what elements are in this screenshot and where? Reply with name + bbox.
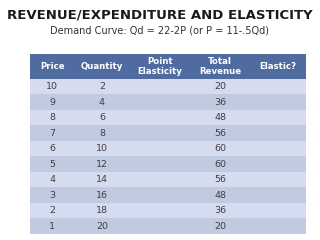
Text: 20: 20 [214,82,226,91]
Bar [30,110,75,125]
Bar [75,54,130,79]
Bar [251,203,306,218]
Bar [130,79,190,94]
Bar [75,187,130,203]
Text: 7: 7 [49,129,55,138]
Bar [30,218,75,234]
Bar [30,79,75,94]
Bar [130,203,190,218]
Bar [30,141,75,156]
Bar [190,125,251,141]
Text: 4: 4 [99,98,105,107]
Bar [190,54,251,79]
Bar [30,203,75,218]
Bar [75,110,130,125]
Text: 12: 12 [96,160,108,169]
Bar [190,172,251,187]
Bar [251,141,306,156]
Bar [130,141,190,156]
Text: 5: 5 [49,160,55,169]
Bar [130,172,190,187]
Bar [190,156,251,172]
Bar [251,156,306,172]
Text: 1: 1 [49,222,55,231]
Text: 20: 20 [214,222,226,231]
Text: 16: 16 [96,191,108,200]
Text: 3: 3 [49,191,55,200]
Text: 48: 48 [214,113,226,122]
Text: Total
Revenue: Total Revenue [199,57,241,76]
Bar [75,94,130,110]
Bar [75,218,130,234]
Text: 56: 56 [214,129,226,138]
Bar [251,218,306,234]
Bar [75,79,130,94]
Bar [30,54,75,79]
Text: 14: 14 [96,175,108,184]
Text: 2: 2 [49,206,55,215]
Bar [251,172,306,187]
Bar [251,110,306,125]
Text: 10: 10 [46,82,59,91]
Text: 9: 9 [49,98,55,107]
Bar [130,54,190,79]
Bar [190,187,251,203]
Bar [75,141,130,156]
Bar [30,187,75,203]
Bar [190,79,251,94]
Bar [190,218,251,234]
Bar [251,54,306,79]
Bar [190,203,251,218]
Bar [190,110,251,125]
Text: 2: 2 [99,82,105,91]
Bar [30,125,75,141]
Text: Elastic?: Elastic? [260,62,297,71]
Bar [251,79,306,94]
Text: 56: 56 [214,175,226,184]
Bar [30,156,75,172]
Text: 10: 10 [96,144,108,153]
Text: REVENUE/EXPENDITURE AND ELASTICITY: REVENUE/EXPENDITURE AND ELASTICITY [7,8,313,21]
Text: 60: 60 [214,160,226,169]
Text: 48: 48 [214,191,226,200]
Bar [190,94,251,110]
Bar [251,187,306,203]
Bar [30,94,75,110]
Text: 18: 18 [96,206,108,215]
Text: 36: 36 [214,98,226,107]
Text: 8: 8 [49,113,55,122]
Text: Price: Price [40,62,65,71]
Text: 6: 6 [49,144,55,153]
Bar [30,172,75,187]
Bar [190,141,251,156]
Bar [75,156,130,172]
Text: 4: 4 [49,175,55,184]
Text: 36: 36 [214,206,226,215]
Text: 60: 60 [214,144,226,153]
Text: Quantity: Quantity [81,62,123,71]
Bar [130,187,190,203]
Bar [251,94,306,110]
Bar [75,125,130,141]
Bar [130,125,190,141]
Bar [130,110,190,125]
Text: Point
Elasticity: Point Elasticity [137,57,182,76]
Bar [75,172,130,187]
Text: 6: 6 [99,113,105,122]
Bar [75,203,130,218]
Bar [130,94,190,110]
Bar [130,156,190,172]
Text: 20: 20 [96,222,108,231]
Text: 8: 8 [99,129,105,138]
Bar [251,125,306,141]
Text: Demand Curve: Qd = 22-2P (or P = 11-.5Qd): Demand Curve: Qd = 22-2P (or P = 11-.5Qd… [51,25,269,35]
Bar [130,218,190,234]
